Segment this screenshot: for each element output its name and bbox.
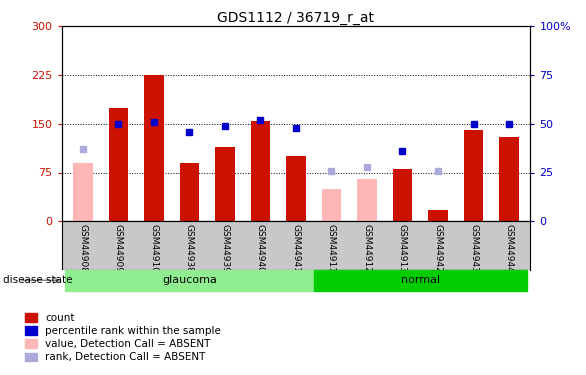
Legend: count, percentile rank within the sample, value, Detection Call = ABSENT, rank, : count, percentile rank within the sample… — [25, 313, 222, 363]
Bar — [65, 270, 314, 291]
Bar — [499, 137, 519, 221]
Text: GSM44908: GSM44908 — [79, 224, 87, 273]
Title: GDS1112 / 36719_r_at: GDS1112 / 36719_r_at — [217, 11, 374, 25]
Bar — [180, 163, 199, 221]
Text: GSM44938: GSM44938 — [185, 224, 194, 273]
Text: normal: normal — [401, 275, 440, 285]
Text: GSM44912: GSM44912 — [363, 224, 372, 273]
Text: GSM44911: GSM44911 — [327, 224, 336, 273]
Text: GSM44940: GSM44940 — [256, 224, 265, 273]
Text: disease state: disease state — [3, 275, 73, 285]
Text: GSM44909: GSM44909 — [114, 224, 123, 273]
Bar — [215, 147, 234, 221]
Bar — [322, 189, 341, 221]
Bar — [428, 210, 448, 221]
Bar — [314, 270, 527, 291]
Bar — [357, 179, 377, 221]
Text: GSM44944: GSM44944 — [505, 224, 513, 272]
Text: GSM44910: GSM44910 — [149, 224, 158, 273]
Bar — [251, 120, 270, 221]
Bar — [464, 130, 483, 221]
Text: GSM44943: GSM44943 — [469, 224, 478, 273]
Bar — [286, 156, 306, 221]
Bar — [393, 169, 412, 221]
Text: GSM44941: GSM44941 — [291, 224, 301, 273]
Text: GSM44939: GSM44939 — [220, 224, 229, 273]
Bar — [144, 75, 163, 221]
Text: GSM44942: GSM44942 — [434, 224, 442, 272]
Text: GSM44913: GSM44913 — [398, 224, 407, 273]
Text: glaucoma: glaucoma — [162, 275, 217, 285]
Bar — [73, 163, 93, 221]
Bar — [108, 108, 128, 221]
